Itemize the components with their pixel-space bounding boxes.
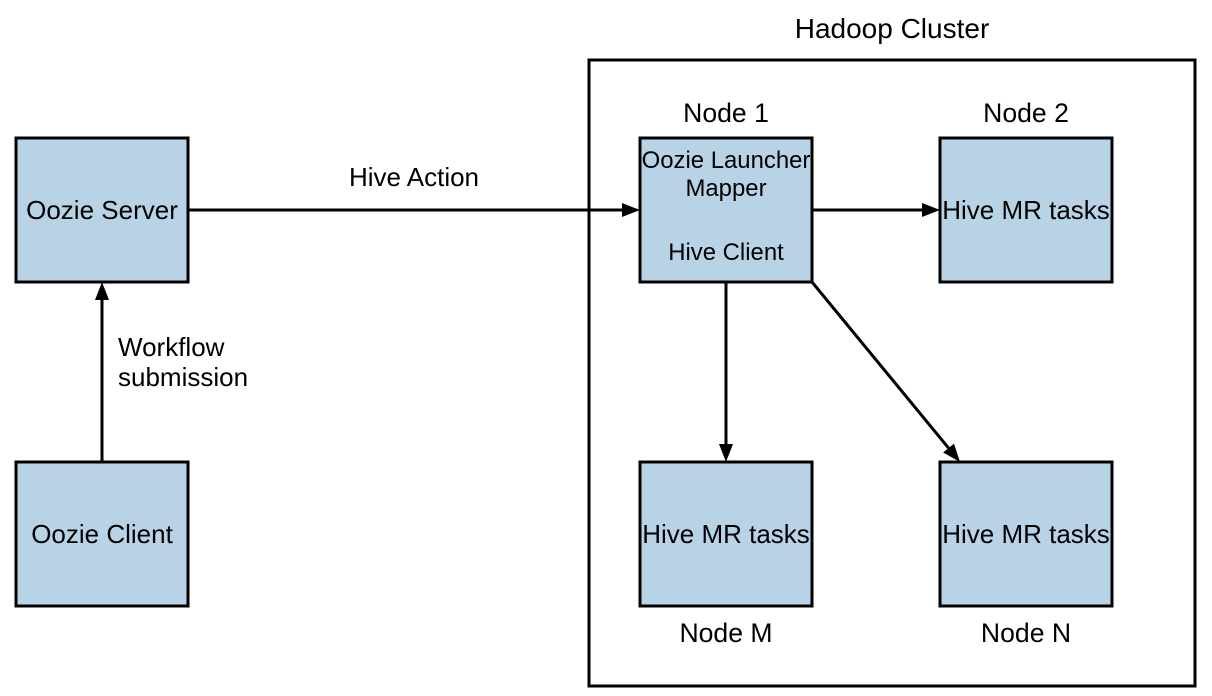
svg-text:Hive MR tasks: Hive MR tasks [942, 195, 1110, 225]
node-nodeM: Hive MR tasks Node M [640, 462, 812, 648]
svg-text:Mapper: Mapper [685, 175, 766, 202]
edge-node1_to_nodeM [719, 282, 733, 462]
edge-label-client_to_server-0: Workflow [118, 332, 225, 362]
edge-node1_to_nodeN [812, 282, 960, 462]
node-title-node1: Node 1 [683, 98, 769, 128]
edge-label-client_to_server-1: submission [118, 362, 248, 392]
svg-text:Hive MR tasks: Hive MR tasks [642, 519, 810, 549]
edge-label-server_to_node1-0: Hive Action [349, 162, 479, 192]
svg-text:Oozie Launcher: Oozie Launcher [642, 147, 811, 174]
svg-text:Hive Client: Hive Client [668, 239, 784, 266]
node-node1: Oozie LauncherMapper Hive Client Node 1 [640, 98, 812, 282]
node-oozie_client: Oozie Client [16, 462, 188, 606]
hadoop-cluster-title: Hadoop Cluster [795, 13, 990, 44]
node-nodeN: Hive MR tasks Node N [940, 462, 1112, 648]
edge-server_to_node1: Hive Action [188, 162, 640, 217]
svg-text:Oozie Server: Oozie Server [26, 195, 178, 225]
node-title-nodeN: Node N [981, 618, 1071, 648]
edge-node1_to_node2 [812, 203, 940, 217]
node-title-node2: Node 2 [983, 98, 1069, 128]
svg-text:Oozie Client: Oozie Client [31, 519, 173, 549]
node-oozie_server: Oozie Server [16, 138, 188, 282]
edge-client_to_server: Workflowsubmission [95, 282, 248, 462]
svg-text:Hive MR tasks: Hive MR tasks [942, 519, 1110, 549]
node-title-nodeM: Node M [679, 618, 772, 648]
node-node2: Hive MR tasks Node 2 [940, 98, 1112, 282]
